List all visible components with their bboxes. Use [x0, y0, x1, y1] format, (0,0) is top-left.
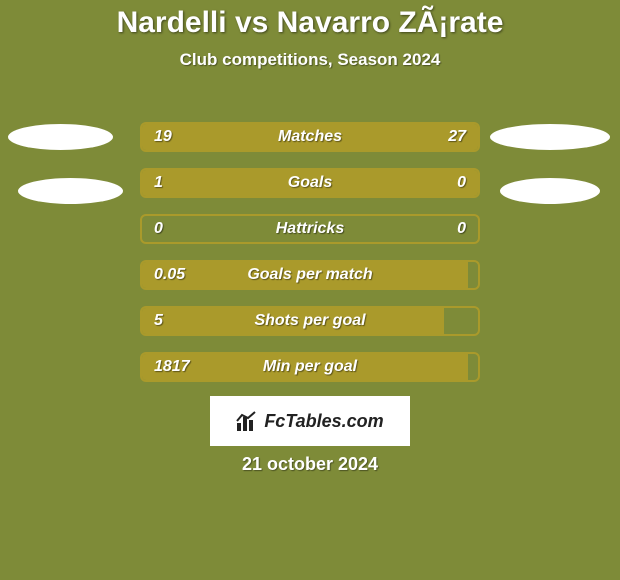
stats-area: 1927Matches 10Goals 00Hattricks 0.05Goals p…: [140, 122, 480, 398]
player2-photo-placeholder-2: [500, 178, 600, 204]
player2-name: Navarro ZÃ¡rate: [277, 6, 504, 39]
stat-label: Shots per goal: [142, 308, 478, 334]
stat-row: 0.05Goals per match: [140, 260, 480, 290]
stat-label: Goals per match: [142, 262, 478, 288]
stat-row: 00Hattricks: [140, 214, 480, 244]
comparison-infographic: Nardelli vs Navarro ZÃ¡rate Club competi…: [0, 0, 620, 580]
stat-label: Min per goal: [142, 354, 478, 380]
stat-row: 10Goals: [140, 168, 480, 198]
generated-date: 21 october 2024: [0, 454, 620, 475]
brand-badge: FcTables.com: [210, 396, 410, 446]
stat-row: 5Shots per goal: [140, 306, 480, 336]
stat-label: Goals: [142, 170, 478, 196]
stat-row: 1927Matches: [140, 122, 480, 152]
player1-name: Nardelli: [117, 6, 227, 39]
page-title: Nardelli vs Navarro ZÃ¡rate: [0, 0, 620, 40]
brand-text: FcTables.com: [264, 411, 383, 432]
subtitle: Club competitions, Season 2024: [0, 50, 620, 70]
stat-row: 1817Min per goal: [140, 352, 480, 382]
vs-label: vs: [235, 6, 268, 39]
player2-photo-placeholder-1: [490, 124, 610, 150]
player1-photo-placeholder-1: [8, 124, 113, 150]
stat-label: Hattricks: [142, 216, 478, 242]
bar-chart-icon: [236, 411, 258, 431]
stat-label: Matches: [142, 124, 478, 150]
player1-photo-placeholder-2: [18, 178, 123, 204]
